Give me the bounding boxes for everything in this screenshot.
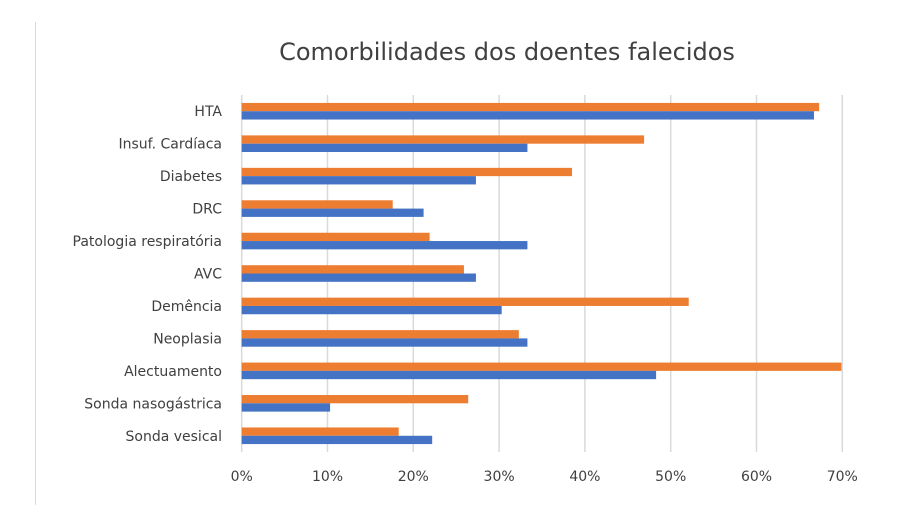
x-tick-label: 40% <box>569 469 600 485</box>
bar-series-orange <box>241 330 519 339</box>
x-tick-label: 30% <box>484 469 515 485</box>
bar-series-blue <box>241 338 528 347</box>
x-tick-label: 10% <box>312 469 343 485</box>
bar-series-blue <box>241 273 476 282</box>
bar-series-orange <box>241 232 430 242</box>
category-label: AVC <box>194 267 222 283</box>
bar-series-blue <box>241 241 528 250</box>
bar-series-blue <box>241 435 433 445</box>
chart-title: Comorbilidades dos doentes falecidos <box>279 38 735 66</box>
category-label: Sonda nasogástrica <box>84 396 222 412</box>
bar-series-orange <box>241 135 645 144</box>
category-label: Insuf. Cardíaca <box>119 137 222 153</box>
bar-series-orange <box>241 395 469 404</box>
category-label: Demência <box>151 299 222 315</box>
x-tick-label: 70% <box>827 469 858 485</box>
bar-series-blue <box>241 370 657 380</box>
category-label: Alectuamento <box>124 364 222 380</box>
bar-series-blue <box>241 111 814 120</box>
x-tick-label: 20% <box>398 469 429 485</box>
category-labels: HTA Insuf. Cardíaca Diabetes DRC Patologia r… <box>73 104 223 445</box>
bars <box>241 102 842 445</box>
bar-series-orange <box>241 167 573 177</box>
category-label: Patologia respiratória <box>73 234 222 250</box>
x-tick-label: 0% <box>231 469 253 485</box>
bar-series-orange <box>241 362 842 371</box>
x-tick-label: 50% <box>655 469 686 485</box>
bar-series-blue <box>241 305 502 315</box>
bar-series-blue <box>241 208 424 217</box>
bar-series-blue <box>241 143 528 152</box>
bar-series-blue <box>241 403 331 412</box>
bar-series-orange <box>241 265 464 274</box>
category-label: Sonda vesical <box>126 429 223 445</box>
bar-series-orange <box>241 200 393 209</box>
bar-series-orange <box>241 102 820 112</box>
bar-series-orange <box>241 297 689 306</box>
gridlines <box>240 95 844 452</box>
category-label: DRC <box>192 202 222 218</box>
x-tick-label: 60% <box>741 469 772 485</box>
category-label: Diabetes <box>160 169 222 185</box>
category-label: Neoplasia <box>153 331 222 347</box>
bar-series-orange <box>241 427 399 436</box>
category-label: HTA <box>194 104 222 120</box>
bar-series-blue <box>241 176 476 185</box>
x-axis-tick-labels: 0% 10% 20% 30% 40% 50% 60% 70% <box>231 469 858 485</box>
left-divider-line <box>35 22 36 505</box>
